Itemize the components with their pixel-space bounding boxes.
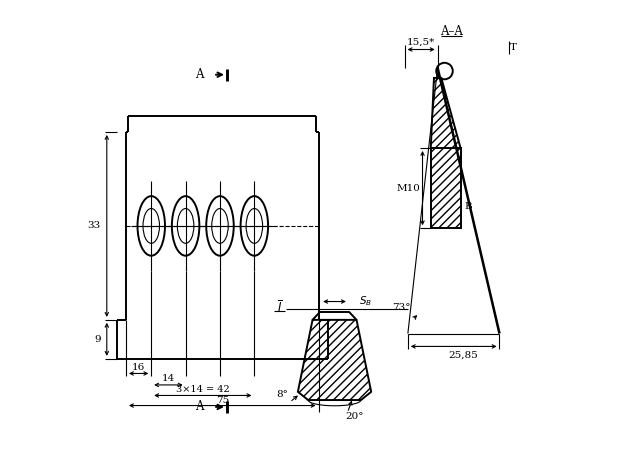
Text: 15,5*: 15,5* xyxy=(407,38,435,47)
Text: A: A xyxy=(196,401,204,414)
Text: $\overline{I}$: $\overline{I}$ xyxy=(277,300,282,315)
Text: 14: 14 xyxy=(162,374,175,384)
Text: A: A xyxy=(196,68,204,81)
Polygon shape xyxy=(431,78,461,148)
Text: 73°: 73° xyxy=(392,302,410,312)
Text: 8°: 8° xyxy=(276,390,288,399)
Text: 16: 16 xyxy=(132,363,145,372)
Text: T: T xyxy=(510,43,517,52)
Text: $S_B$: $S_B$ xyxy=(359,295,372,308)
Text: B: B xyxy=(464,202,472,211)
Polygon shape xyxy=(298,320,371,400)
Text: A–A: A–A xyxy=(440,25,463,38)
Text: 33: 33 xyxy=(88,221,101,230)
Text: 75: 75 xyxy=(216,396,229,405)
Text: 3×14 = 42: 3×14 = 42 xyxy=(176,385,230,395)
Text: 20°: 20° xyxy=(345,412,364,420)
Polygon shape xyxy=(431,148,461,228)
Text: 25,85: 25,85 xyxy=(448,350,478,359)
Text: 9: 9 xyxy=(94,335,101,344)
Text: M10: M10 xyxy=(396,183,420,193)
